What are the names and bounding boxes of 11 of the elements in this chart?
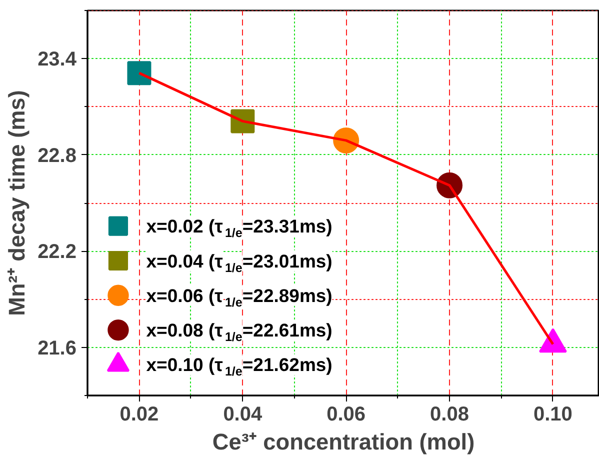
y-tick-label: 22.8 xyxy=(38,144,77,167)
y-tick-label: 23.4 xyxy=(38,48,78,71)
x-tick-label: 0.02 xyxy=(120,404,159,426)
y-tick-label: 22.2 xyxy=(38,241,77,264)
x-tick-label: 0.04 xyxy=(223,404,263,426)
y-tick-label: 21.6 xyxy=(38,337,77,360)
x-tick-label: 0.06 xyxy=(326,404,366,426)
x-axis-title: Ce³⁺ concentration (mol) xyxy=(212,428,475,454)
y-axis-title: Mn²⁺ decay time (ms) xyxy=(4,90,30,316)
x-tick-label: 0.10 xyxy=(533,404,572,426)
x-tick-label: 0.08 xyxy=(430,404,469,426)
